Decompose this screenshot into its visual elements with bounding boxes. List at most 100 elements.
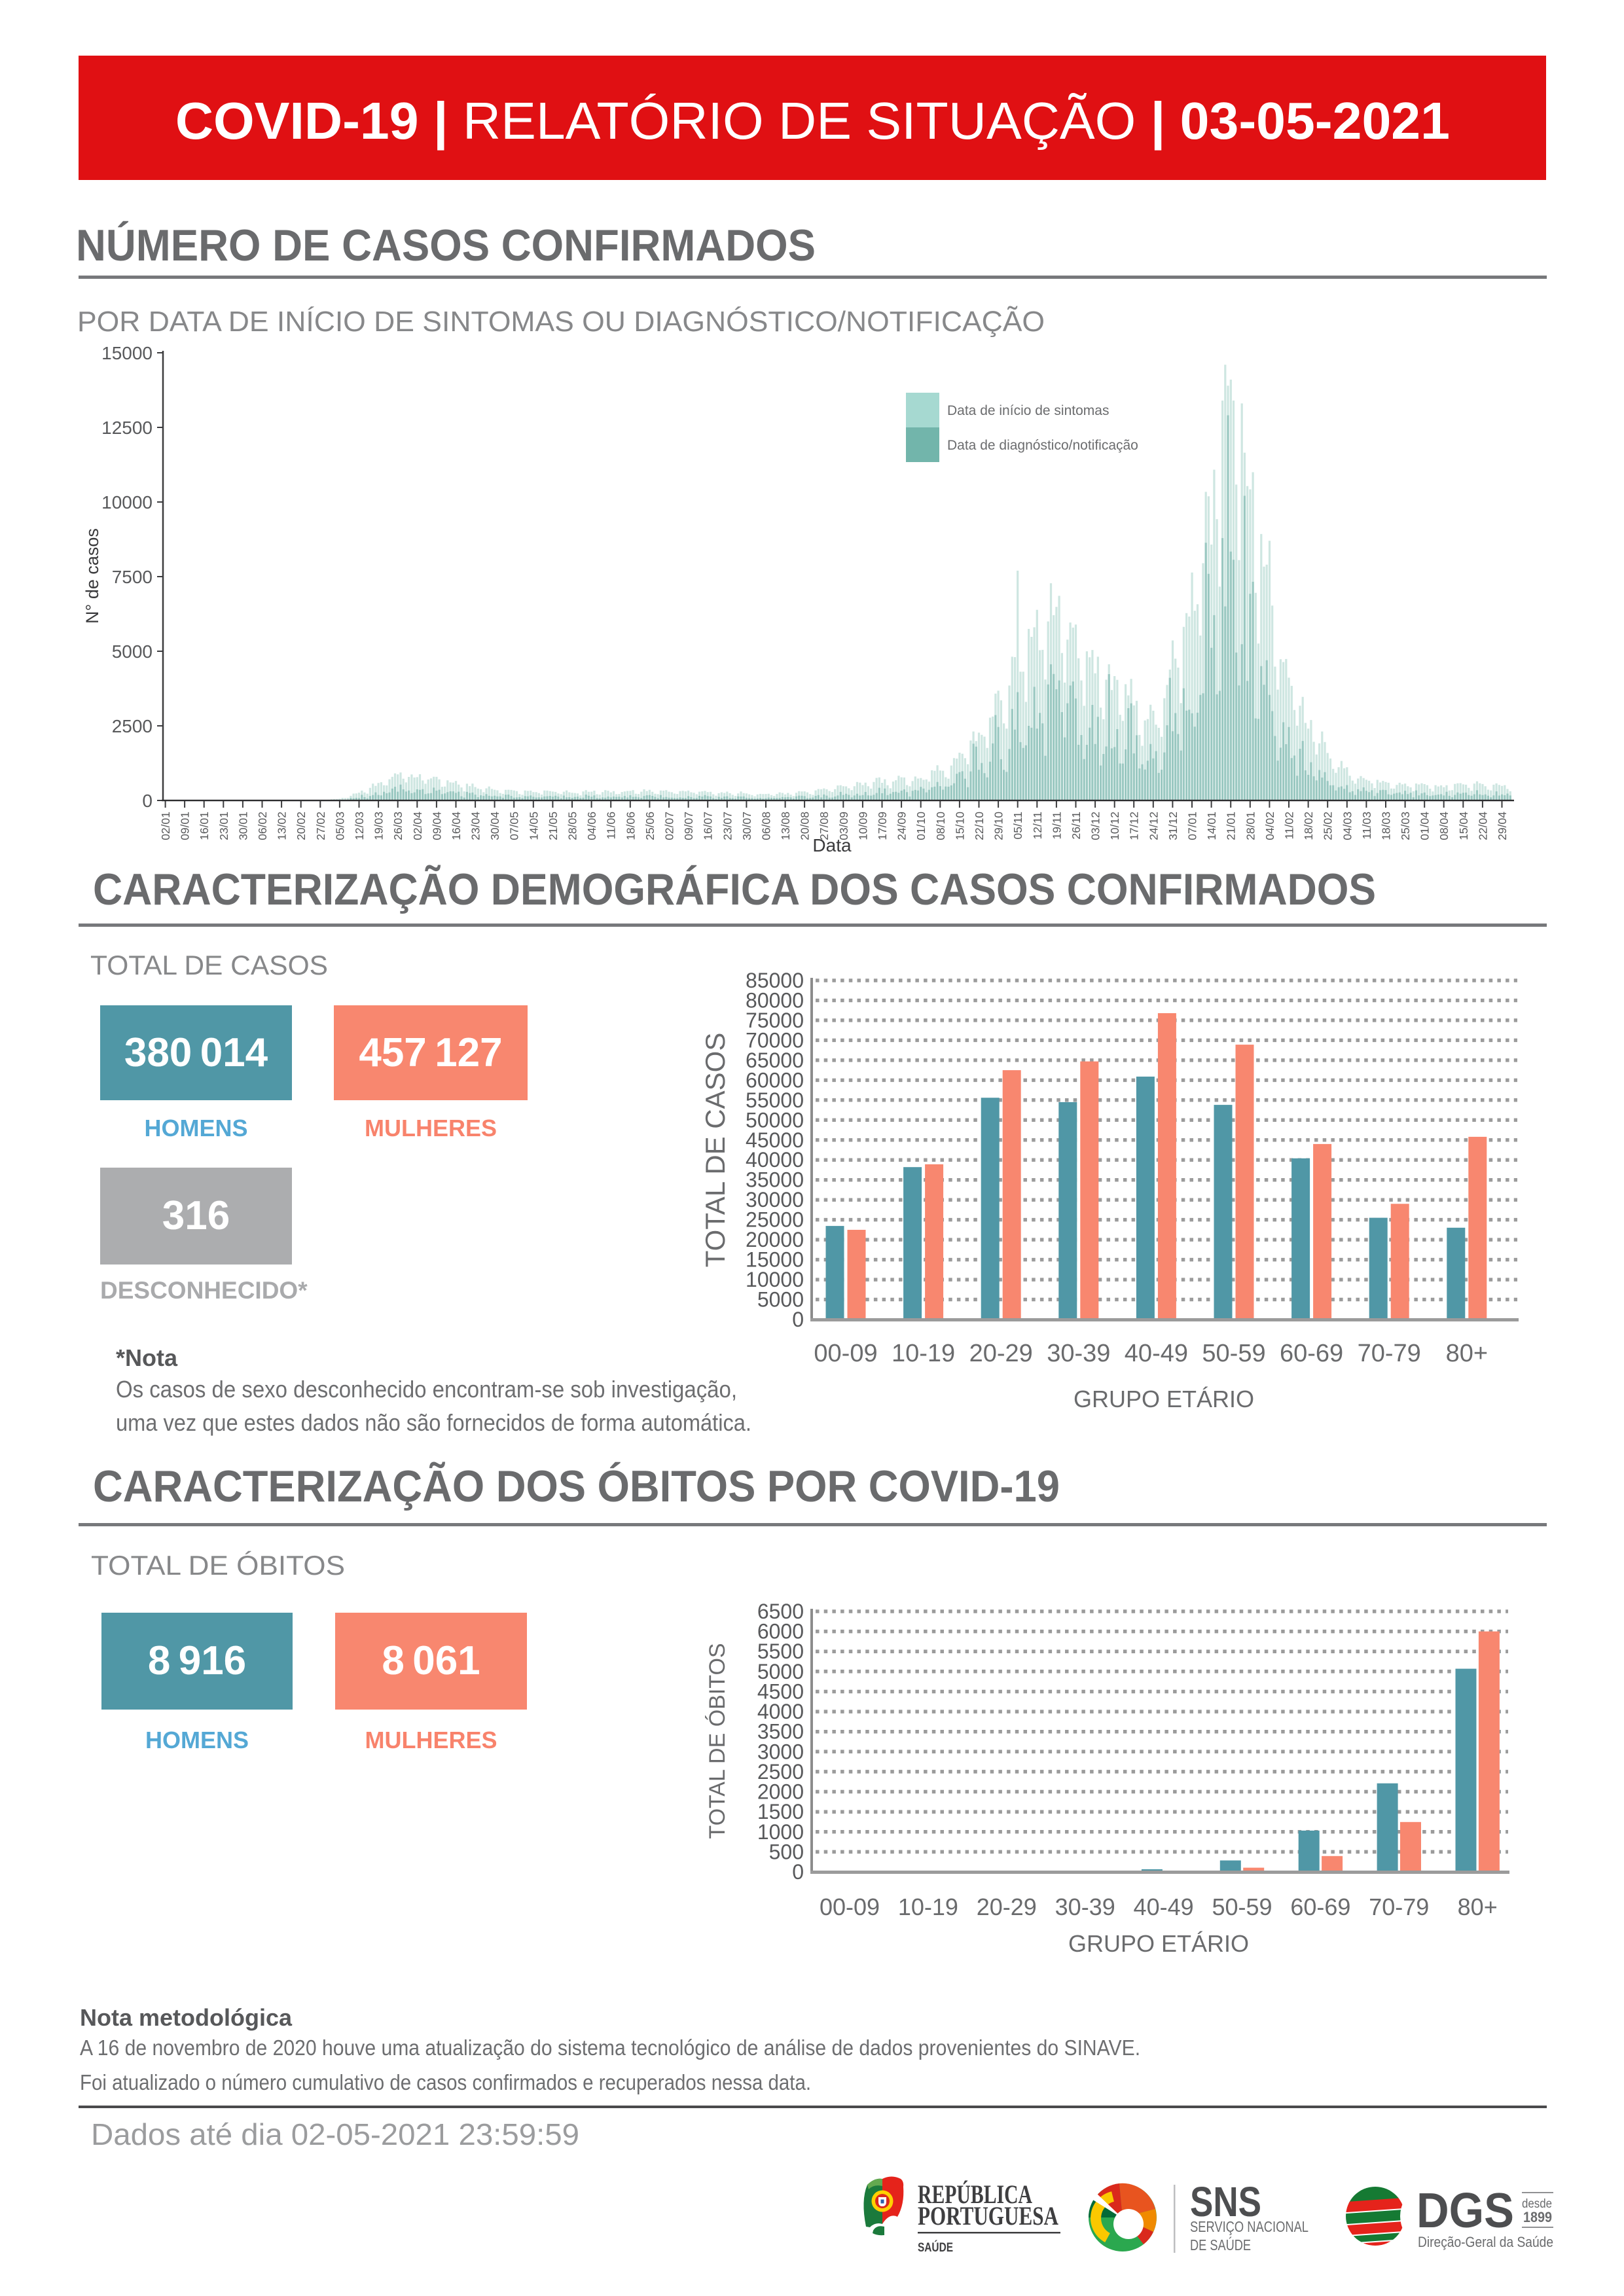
svg-text:18/02: 18/02: [1302, 812, 1315, 840]
svg-text:REPÚBLICA: REPÚBLICA: [918, 2179, 1032, 2209]
svg-text:06/08: 06/08: [760, 812, 773, 840]
svg-text:0: 0: [792, 1860, 804, 1884]
svg-text:SERVIÇO NACIONAL: SERVIÇO NACIONAL: [1190, 2218, 1308, 2235]
svg-text:85000: 85000: [746, 969, 804, 992]
svg-text:03/09: 03/09: [837, 812, 850, 840]
svg-text:1000: 1000: [757, 1820, 804, 1844]
svg-text:04/03: 04/03: [1341, 812, 1354, 840]
svg-text:26/03: 26/03: [391, 812, 405, 840]
svg-text:10000: 10000: [101, 492, 153, 512]
svg-text:09/04: 09/04: [430, 812, 443, 840]
svg-text:16/01: 16/01: [198, 812, 211, 840]
svg-text:29/04: 29/04: [1496, 812, 1509, 840]
svg-text:20-29: 20-29: [977, 1893, 1037, 1920]
svg-text:10000: 10000: [746, 1268, 804, 1291]
svg-text:23/04: 23/04: [469, 812, 482, 840]
svg-text:13/08: 13/08: [779, 812, 792, 840]
svg-text:25/02: 25/02: [1322, 812, 1335, 840]
svg-text:7500: 7500: [112, 567, 153, 587]
svg-text:40-49: 40-49: [1125, 1340, 1188, 1367]
svg-text:11/03: 11/03: [1360, 812, 1373, 840]
svg-text:70-79: 70-79: [1358, 1340, 1421, 1367]
svg-text:Data de início de sintomas: Data de início de sintomas: [947, 403, 1109, 418]
svg-text:05/11: 05/11: [1011, 812, 1024, 840]
svg-text:10-19: 10-19: [898, 1893, 958, 1920]
svg-text:21/05: 21/05: [547, 812, 560, 840]
svg-text:28/05: 28/05: [566, 812, 579, 840]
svg-text:14/01: 14/01: [1205, 812, 1218, 840]
svg-text:13/02: 13/02: [276, 812, 289, 840]
svg-text:2500: 2500: [112, 716, 153, 736]
svg-text:11/02: 11/02: [1283, 812, 1296, 840]
svg-text:24/12: 24/12: [1147, 812, 1160, 840]
svg-text:PORTUGUESA: PORTUGUESA: [918, 2201, 1058, 2231]
svg-text:GRUPO ETÁRIO: GRUPO ETÁRIO: [1074, 1386, 1254, 1412]
svg-text:25000: 25000: [746, 1208, 804, 1232]
svg-text:SNS: SNS: [1190, 2178, 1261, 2225]
svg-text:09/07: 09/07: [682, 812, 695, 840]
svg-text:04/02: 04/02: [1263, 812, 1276, 840]
svg-text:TOTAL DE ÓBITOS: TOTAL DE ÓBITOS: [705, 1643, 730, 1839]
svg-text:00-09: 00-09: [820, 1893, 880, 1920]
svg-text:07/05: 07/05: [508, 812, 521, 840]
svg-text:35000: 35000: [746, 1168, 804, 1192]
svg-text:02/07: 02/07: [663, 812, 676, 840]
svg-text:N° de casos: N° de casos: [82, 528, 102, 624]
svg-text:30/01: 30/01: [236, 812, 249, 840]
svg-text:12/03: 12/03: [353, 812, 366, 840]
svg-text:3500: 3500: [757, 1720, 804, 1744]
svg-text:50-59: 50-59: [1202, 1340, 1265, 1367]
svg-text:17/12: 17/12: [1128, 812, 1141, 840]
svg-text:5000: 5000: [757, 1660, 804, 1683]
svg-text:40000: 40000: [746, 1148, 804, 1172]
svg-text:0: 0: [792, 1308, 804, 1331]
svg-text:50000: 50000: [746, 1108, 804, 1132]
svg-text:Data: Data: [812, 835, 852, 855]
svg-text:16/07: 16/07: [702, 812, 715, 840]
svg-text:24/09: 24/09: [895, 812, 909, 840]
svg-text:02/04: 02/04: [411, 812, 424, 840]
svg-text:4500: 4500: [757, 1680, 804, 1704]
svg-text:03/12: 03/12: [1089, 812, 1102, 840]
svg-text:23/01: 23/01: [217, 812, 230, 840]
svg-text:80000: 80000: [746, 989, 804, 1013]
svg-text:10/12: 10/12: [1108, 812, 1121, 840]
svg-text:22/10: 22/10: [973, 812, 986, 840]
svg-text:08/04: 08/04: [1437, 812, 1451, 840]
svg-text:45000: 45000: [746, 1128, 804, 1152]
svg-text:04/06: 04/06: [585, 812, 598, 840]
svg-text:30000: 30000: [746, 1188, 804, 1211]
svg-text:30/07: 30/07: [740, 812, 753, 840]
svg-text:19/03: 19/03: [372, 812, 386, 840]
svg-text:18/03: 18/03: [1380, 812, 1393, 840]
svg-text:27/08: 27/08: [818, 812, 831, 840]
svg-text:6000: 6000: [757, 1620, 804, 1643]
svg-text:12500: 12500: [101, 418, 153, 438]
svg-text:15/04: 15/04: [1457, 812, 1470, 840]
svg-text:500: 500: [769, 1840, 804, 1863]
svg-text:desde: desde: [1522, 2197, 1552, 2211]
svg-text:80+: 80+: [1458, 1893, 1498, 1920]
svg-text:15000: 15000: [746, 1248, 804, 1272]
svg-text:30-39: 30-39: [1047, 1340, 1110, 1367]
svg-text:5500: 5500: [757, 1640, 804, 1663]
svg-text:15000: 15000: [101, 343, 153, 363]
svg-text:80+: 80+: [1446, 1340, 1488, 1367]
svg-text:Data de diagnóstico/notificaçã: Data de diagnóstico/notificação: [947, 438, 1138, 453]
svg-text:70-79: 70-79: [1369, 1893, 1429, 1920]
svg-text:1899: 1899: [1523, 2209, 1552, 2225]
svg-text:20/02: 20/02: [295, 812, 308, 840]
svg-text:06/02: 06/02: [256, 812, 269, 840]
svg-text:60-69: 60-69: [1280, 1340, 1343, 1367]
svg-text:01/10: 01/10: [914, 812, 928, 840]
svg-text:26/11: 26/11: [1070, 812, 1083, 840]
svg-text:50-59: 50-59: [1212, 1893, 1272, 1920]
svg-text:09/01: 09/01: [179, 812, 192, 840]
svg-text:30-39: 30-39: [1055, 1893, 1115, 1920]
svg-text:02/01: 02/01: [159, 812, 172, 840]
svg-text:22/04: 22/04: [1476, 812, 1489, 840]
svg-text:27/02: 27/02: [314, 812, 327, 840]
svg-text:2500: 2500: [757, 1760, 804, 1784]
svg-text:19/11: 19/11: [1050, 812, 1063, 840]
svg-text:21/01: 21/01: [1225, 812, 1238, 840]
